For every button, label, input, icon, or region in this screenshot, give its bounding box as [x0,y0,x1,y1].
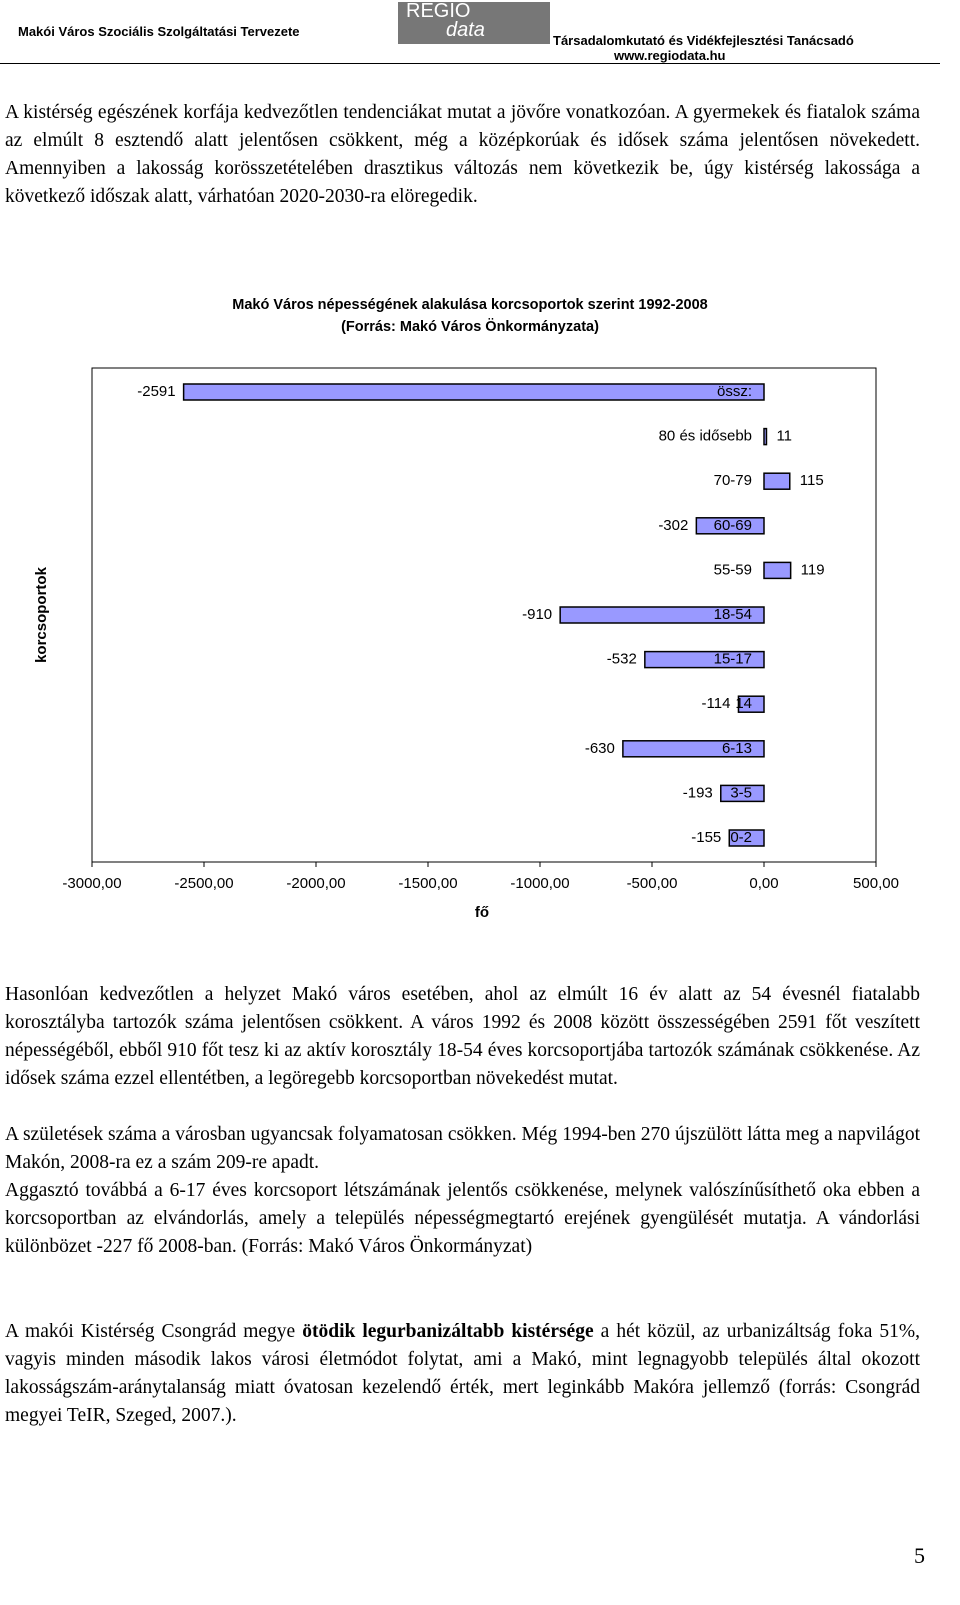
page-number: 5 [914,1543,925,1568]
category-label: össz: [717,383,752,400]
bar [737,695,765,713]
x-tick-label: -2000,00 [286,875,345,892]
value-label: -2591 [137,383,175,400]
category-label: 55-59 [714,561,752,578]
x-tick-label: -2500,00 [174,875,233,892]
bar [763,561,792,580]
plot-frame [91,367,877,863]
bar [559,606,765,624]
logo-bottom: data [446,19,485,41]
value-label: -910 [522,606,552,623]
header-url: www.regiodata.hu [614,48,726,63]
text: a hét közül, az urbanizáltság foka 51%, … [5,1321,920,1426]
x-tick-label: -3000,00 [62,875,121,892]
logo-top: REGIO [406,0,471,22]
paragraph: Hasonlóan kedvezőtlen a helyzet Makó vár… [5,984,920,1089]
chart: Makó Város népességének alakulása korcso… [33,297,899,921]
x-tick-label: 0,00 [749,875,778,892]
category-label: 60-69 [714,517,752,534]
category-label: 6-13 [722,740,752,757]
x-tick-label: -500,00 [627,875,678,892]
bar [720,784,765,803]
header-left: Makói Város Szociális Szolgáltatási Terv… [18,24,300,39]
paragraph: A makói Kistérség Csongrád megye ötödik … [5,1318,920,1430]
value-label: 119 [801,561,825,578]
x-tick-label: -1000,00 [510,875,569,892]
value-label: -302 [658,517,688,534]
paragraph: A kistérség egészének korfája kedvezőtle… [5,102,920,207]
x-axis-label: fő [475,904,489,921]
category-label: 70-79 [714,472,752,489]
y-axis-label: korcsoportok [33,566,50,663]
bar [622,740,765,758]
value-label: 115 [800,472,824,489]
value-label: -114 [702,695,731,712]
chart-title: Makó Város népességének alakulása korcso… [232,297,708,313]
bar [644,650,765,669]
bar [728,829,765,847]
category-label: 80 és idősebb [659,428,752,445]
bold-text: ötödik legurbanizáltabb kistérsége [302,1321,594,1342]
text: A makói Kistérség Csongrád megye [5,1321,303,1342]
category-label: 14 [735,695,752,712]
value-label: -193 [683,784,713,801]
bar [763,472,791,490]
paragraph: A születések száma a városban ugyancsak … [5,1124,920,1173]
category-label: 18-54 [714,606,752,623]
value-label: -532 [607,651,637,668]
bar [763,427,768,446]
header-right: Társadalomkutató és Vidékfejlesztési Tan… [553,33,854,48]
value-label: -155 [691,829,721,846]
chart-subtitle: (Forrás: Makó Város Önkormányzata) [341,318,599,335]
x-tick-label: 500,00 [853,875,899,892]
logo: REGIO data [398,0,550,44]
category-label: 15-17 [714,651,752,668]
x-tick-label: -1500,00 [398,875,457,892]
value-label: -630 [585,740,615,757]
value-label: 11 [776,428,792,445]
paragraph: Aggasztó továbbá a 6-17 éves korcsoport … [5,1180,920,1257]
category-label: 3-5 [730,784,752,801]
header-rule [0,63,940,64]
bar [182,383,765,401]
category-label: 0-2 [730,829,752,846]
bar [695,517,765,535]
